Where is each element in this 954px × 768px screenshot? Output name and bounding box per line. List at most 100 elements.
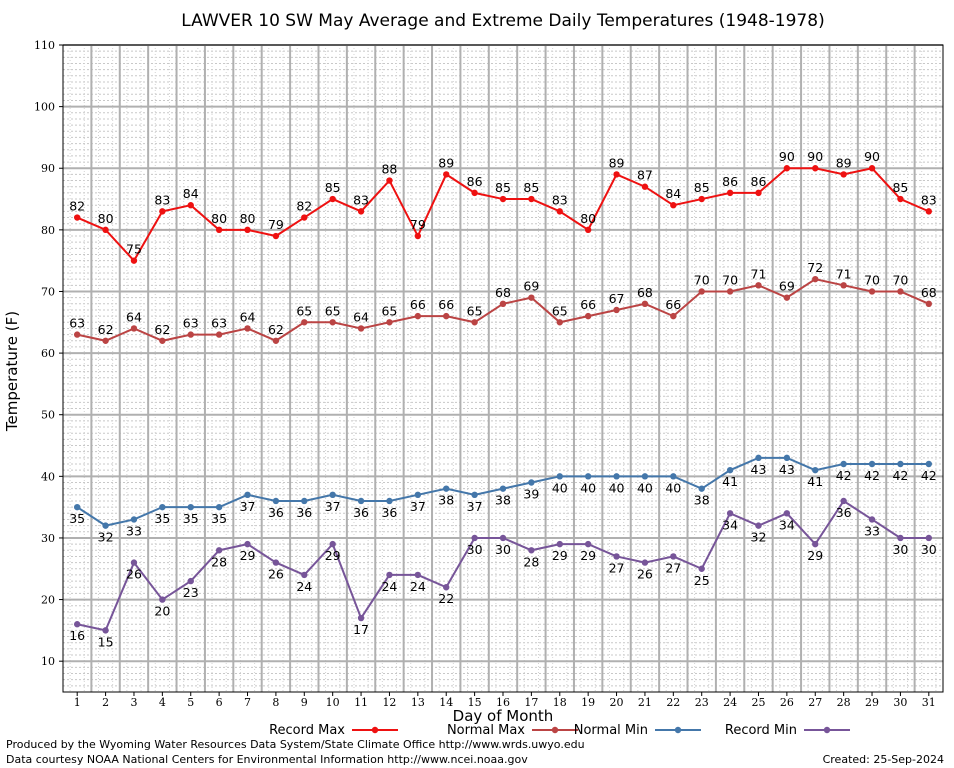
data-label: 29 [580, 548, 596, 563]
data-label: 90 [807, 149, 823, 164]
data-label: 85 [523, 180, 539, 195]
data-label: 65 [467, 303, 483, 318]
data-label: 29 [807, 548, 823, 563]
data-label: 64 [353, 309, 369, 324]
data-point [414, 312, 422, 320]
data-label: 69 [779, 279, 795, 294]
data-point [755, 189, 762, 197]
data-label: 42 [864, 468, 880, 483]
data-point [897, 460, 904, 468]
data-label: 86 [467, 174, 483, 189]
legend: Record Max Normal Max Normal Min Record Min [269, 723, 850, 738]
data-point [187, 202, 194, 209]
x-tick-label: 24 [723, 696, 737, 709]
data-point [301, 571, 308, 579]
data-label: 85 [892, 180, 908, 195]
y-tick-label: 30 [41, 532, 55, 545]
data-point [386, 571, 393, 579]
data-label: 68 [637, 285, 653, 300]
data-label: 40 [580, 480, 596, 495]
data-label: 63 [183, 316, 199, 331]
data-point [471, 491, 478, 499]
data-point [215, 503, 223, 511]
data-point [641, 183, 649, 190]
series-record-min: 16 15 26 20 23 28 29 26 24 29 17 24 24 22 30 30 28 29 29 27… [69, 497, 937, 649]
footer-created-date: Created: 25-Sep-2024 [822, 753, 944, 766]
data-label: 69 [523, 279, 539, 294]
data-label: 20 [154, 604, 170, 619]
data-point [329, 540, 336, 548]
data-point [159, 503, 166, 511]
data-point [868, 165, 876, 172]
data-point [130, 516, 138, 523]
data-point [897, 195, 904, 203]
data-label: 71 [751, 266, 767, 281]
data-label: 35 [154, 511, 170, 526]
data-point [528, 479, 535, 486]
data-label: 62 [98, 322, 114, 337]
x-tick-label: 29 [865, 696, 879, 709]
legend-label: Record Min [725, 723, 797, 738]
data-point [357, 614, 365, 622]
y-tick-label: 40 [41, 470, 55, 483]
y-tick-label: 110 [34, 39, 55, 52]
data-label: 16 [69, 628, 85, 643]
data-label: 30 [892, 542, 908, 557]
data-point [641, 473, 649, 480]
data-point [670, 202, 677, 209]
data-label: 70 [722, 272, 738, 287]
legend-item: Normal Max [447, 723, 578, 738]
data-point [755, 522, 762, 529]
data-point [471, 189, 478, 197]
data-label: 42 [836, 468, 852, 483]
data-point [187, 577, 194, 585]
data-point [414, 232, 422, 240]
data-point [215, 331, 223, 338]
data-point [783, 454, 791, 462]
y-axis-title: Temperature (F) [3, 311, 21, 432]
data-label: 17 [353, 622, 369, 637]
data-point [272, 232, 280, 240]
x-tick-label: 5 [187, 696, 194, 709]
y-tick-label: 80 [41, 224, 55, 237]
y-tick-label: 70 [41, 285, 55, 298]
data-label: 85 [495, 180, 511, 195]
data-point [329, 491, 336, 499]
x-tick-label: 21 [638, 696, 652, 709]
y-tick-label: 10 [41, 655, 55, 668]
data-label: 23 [183, 585, 199, 600]
data-point [726, 288, 734, 295]
data-point [868, 516, 876, 523]
data-point [73, 503, 81, 511]
x-tick-label: 10 [326, 696, 340, 709]
legend-marker [823, 726, 831, 734]
x-tick-label: 20 [610, 696, 624, 709]
data-label: 83 [353, 192, 369, 207]
data-point [357, 497, 365, 505]
series-layer: 82 80 75 83 84 80 80 79 82 85 83 88 79 89 86 85 85 83 80 89… [69, 149, 937, 649]
data-point [414, 491, 422, 499]
data-label: 43 [779, 462, 795, 477]
legend-item: Normal Min [574, 723, 701, 738]
data-label: 25 [694, 573, 710, 588]
x-tick-label: 4 [159, 696, 166, 709]
data-label: 63 [211, 316, 227, 331]
data-label: 40 [609, 480, 625, 495]
data-label: 70 [694, 272, 710, 287]
data-point [698, 485, 705, 492]
data-label: 42 [892, 468, 908, 483]
data-point [925, 534, 933, 542]
data-point [897, 288, 904, 295]
data-label: 66 [438, 297, 454, 312]
data-label: 87 [637, 168, 653, 183]
legend-item: Record Min [725, 723, 850, 738]
data-label: 36 [296, 505, 312, 520]
data-label: 40 [665, 480, 681, 495]
data-point [641, 559, 649, 566]
data-point [244, 226, 251, 234]
data-label: 83 [154, 192, 170, 207]
data-label: 84 [665, 186, 681, 201]
data-point [159, 208, 166, 215]
grid [63, 44, 943, 693]
data-label: 15 [98, 634, 114, 649]
